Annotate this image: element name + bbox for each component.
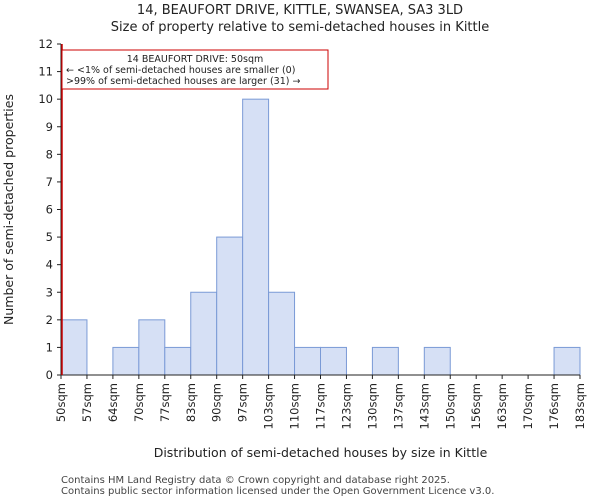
x-tick-label: 123sqm bbox=[339, 383, 353, 429]
x-tick-label: 83sqm bbox=[184, 383, 198, 422]
histogram-bar bbox=[268, 291, 296, 376]
x-tick-label: 110sqm bbox=[288, 383, 302, 429]
x-axis-title: Distribution of semi-detached houses by … bbox=[154, 445, 488, 460]
x-tick-label: 77sqm bbox=[158, 383, 172, 422]
y-tick-label: 3 bbox=[46, 285, 53, 299]
x-tick-label: 97sqm bbox=[236, 383, 250, 422]
y-tick-label: 2 bbox=[46, 313, 53, 327]
y-tick-label: 6 bbox=[46, 203, 53, 217]
x-tick-label: 117sqm bbox=[314, 383, 328, 429]
histogram-bar bbox=[60, 319, 88, 376]
histogram-bar bbox=[294, 346, 321, 376]
x-tick-label: 64sqm bbox=[106, 383, 120, 422]
y-tick-label: 7 bbox=[46, 175, 53, 189]
annotation-line1: 14 BEAUFORT DRIVE: 50sqm bbox=[127, 54, 264, 65]
x-tick-label: 163sqm bbox=[495, 383, 509, 429]
bars-group bbox=[60, 98, 581, 376]
chart-title-line1: 14, BEAUFORT DRIVE, KITTLE, SWANSEA, SA3… bbox=[136, 3, 464, 18]
x-tick-label: 176sqm bbox=[547, 383, 561, 429]
x-tick-label: 130sqm bbox=[365, 383, 379, 429]
x-ticks-group: 50sqm 57sqm 64sqm 70sqm 77sqm 83sqm 90sqm 97sqm… bbox=[54, 375, 587, 429]
histogram-bar bbox=[190, 291, 218, 376]
histogram-bar bbox=[423, 346, 451, 376]
x-tick-label: 183sqm bbox=[573, 383, 587, 429]
histogram-bar bbox=[112, 346, 140, 376]
y-tick-label: 10 bbox=[38, 92, 53, 106]
annotation-line2: ← <1% of semi-detached houses are smalle… bbox=[66, 65, 295, 76]
x-tick-label: 57sqm bbox=[80, 383, 94, 422]
histogram-bar bbox=[164, 346, 192, 376]
y-tick-label: 4 bbox=[46, 258, 53, 272]
histogram-bar bbox=[242, 98, 270, 376]
x-tick-label: 170sqm bbox=[521, 383, 535, 429]
annotation-line3: >99% of semi-detached houses are larger … bbox=[66, 76, 300, 87]
histogram-bar bbox=[371, 346, 399, 376]
footer-copyright-line1: Contains HM Land Registry data © Crown c… bbox=[61, 475, 450, 486]
y-tick-label: 11 bbox=[38, 65, 53, 79]
x-tick-label: 103sqm bbox=[262, 383, 276, 429]
x-tick-label: 156sqm bbox=[469, 383, 483, 429]
x-tick-label: 50sqm bbox=[54, 383, 68, 422]
x-tick-label: 70sqm bbox=[132, 383, 146, 422]
annotation-box: 14 BEAUFORT DRIVE: 50sqm ← <1% of semi-d… bbox=[61, 49, 329, 90]
y-tick-label: 12 bbox=[38, 37, 53, 51]
x-tick-label: 137sqm bbox=[391, 383, 405, 429]
annotation-rect bbox=[61, 49, 329, 90]
y-axis-title: Number of semi-detached properties bbox=[1, 94, 16, 325]
x-tick-label: 90sqm bbox=[210, 383, 224, 422]
y-tick-label: 9 bbox=[46, 120, 53, 134]
y-tick-label: 0 bbox=[46, 368, 53, 382]
histogram-bar bbox=[216, 236, 244, 376]
y-tick-label: 1 bbox=[46, 340, 53, 354]
x-tick-label: 143sqm bbox=[417, 383, 431, 429]
histogram-bar bbox=[553, 346, 581, 376]
chart-title-line2: Size of property relative to semi-detach… bbox=[110, 20, 490, 35]
footer-copyright-line2: Contains public sector information licen… bbox=[61, 486, 495, 497]
y-tick-label: 5 bbox=[46, 230, 53, 244]
x-tick-label: 150sqm bbox=[443, 383, 457, 429]
histogram-bar bbox=[138, 319, 166, 376]
histogram-bar bbox=[320, 346, 347, 376]
y-tick-label: 8 bbox=[46, 147, 53, 161]
